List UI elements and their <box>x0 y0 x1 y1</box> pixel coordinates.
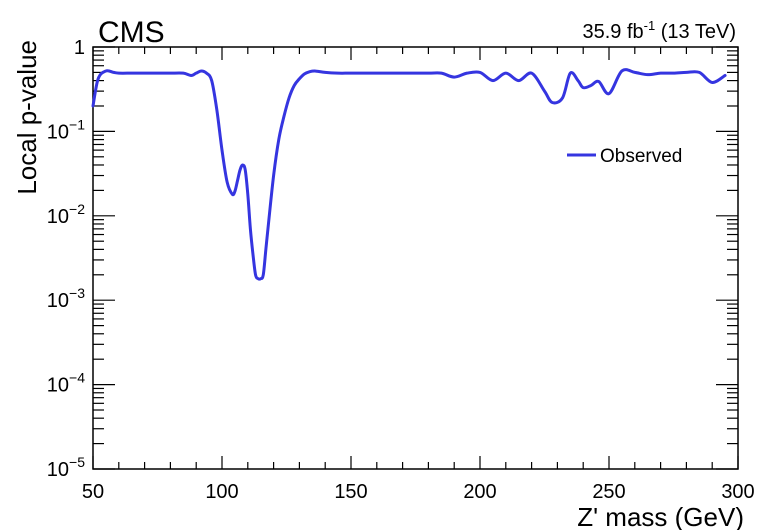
experiment-label: CMS <box>98 16 165 49</box>
plot-frame <box>92 46 739 470</box>
y-tick-label: 1 <box>74 37 85 59</box>
x-tick-label: 200 <box>463 481 496 503</box>
x-tick-label: 300 <box>721 481 754 503</box>
x-axis-title: Z' mass (GeV) <box>577 502 744 530</box>
x-tick-label: 250 <box>592 481 625 503</box>
series-group <box>91 68 727 281</box>
luminosity-label: 35.9 fb-1 (13 TeV) <box>582 18 736 43</box>
y-axis-title: Local p-value <box>12 40 42 195</box>
x-tick-label: 50 <box>82 481 104 503</box>
y-tick-label: 10−2 <box>47 201 85 228</box>
x-axis-tick-labels: 50 100 150 200 250 300 <box>82 481 755 503</box>
x-axis-ticks <box>92 47 739 469</box>
legend: Observed <box>567 146 682 167</box>
plot-border <box>92 46 739 470</box>
y-axis-tick-labels: 1 10−1 10−2 10−3 10−4 10−5 <box>47 37 85 481</box>
y-tick-label: 10−4 <box>47 370 85 397</box>
x-tick-label: 100 <box>205 481 238 503</box>
x-tick-label: 150 <box>334 481 367 503</box>
legend-label: Observed <box>600 146 682 167</box>
y-axis-ticks <box>93 46 738 470</box>
y-tick-label: 10−5 <box>47 454 85 481</box>
y-tick-label: 10−1 <box>47 116 85 143</box>
y-tick-label: 10−3 <box>47 285 85 312</box>
observed-series-line <box>91 68 727 281</box>
